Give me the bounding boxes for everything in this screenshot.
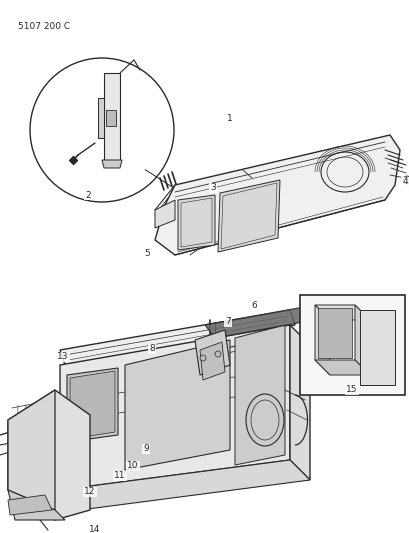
Polygon shape xyxy=(218,180,279,252)
Polygon shape xyxy=(8,495,52,515)
Polygon shape xyxy=(200,342,225,380)
Polygon shape xyxy=(354,305,369,375)
Polygon shape xyxy=(289,325,309,480)
Polygon shape xyxy=(317,308,351,358)
Circle shape xyxy=(200,355,205,361)
Polygon shape xyxy=(314,305,329,375)
Polygon shape xyxy=(359,310,394,385)
Polygon shape xyxy=(234,325,284,465)
Polygon shape xyxy=(98,98,104,138)
Polygon shape xyxy=(8,490,65,520)
Text: 11: 11 xyxy=(114,472,126,481)
Text: 15: 15 xyxy=(346,385,357,394)
Polygon shape xyxy=(60,310,294,365)
Polygon shape xyxy=(60,325,289,490)
Polygon shape xyxy=(155,200,175,228)
Polygon shape xyxy=(125,340,229,470)
Text: 12: 12 xyxy=(84,488,95,497)
Text: 7: 7 xyxy=(225,318,230,327)
Polygon shape xyxy=(314,360,369,375)
Polygon shape xyxy=(178,195,214,250)
FancyBboxPatch shape xyxy=(299,295,404,395)
Polygon shape xyxy=(314,305,369,320)
Polygon shape xyxy=(60,460,309,510)
Circle shape xyxy=(324,325,334,335)
FancyBboxPatch shape xyxy=(106,110,116,126)
Text: 6: 6 xyxy=(250,301,256,310)
Polygon shape xyxy=(102,160,122,168)
Polygon shape xyxy=(8,390,90,520)
Polygon shape xyxy=(155,135,399,255)
Polygon shape xyxy=(104,73,120,160)
Polygon shape xyxy=(67,368,118,442)
Polygon shape xyxy=(195,330,229,375)
Polygon shape xyxy=(204,305,324,338)
Text: 4: 4 xyxy=(401,177,407,187)
Polygon shape xyxy=(8,390,55,510)
Text: 13: 13 xyxy=(57,352,69,361)
Text: 3: 3 xyxy=(210,183,216,192)
Text: 5: 5 xyxy=(144,248,150,257)
Text: 10: 10 xyxy=(127,462,138,471)
Text: 5107 200 C: 5107 200 C xyxy=(18,22,70,31)
Text: 8: 8 xyxy=(149,344,155,353)
Text: 2: 2 xyxy=(85,190,90,199)
Text: 9: 9 xyxy=(143,445,148,454)
Text: 14: 14 xyxy=(89,526,101,533)
Circle shape xyxy=(214,351,220,357)
Circle shape xyxy=(402,176,409,184)
Text: 1: 1 xyxy=(227,114,232,123)
Polygon shape xyxy=(70,371,115,439)
